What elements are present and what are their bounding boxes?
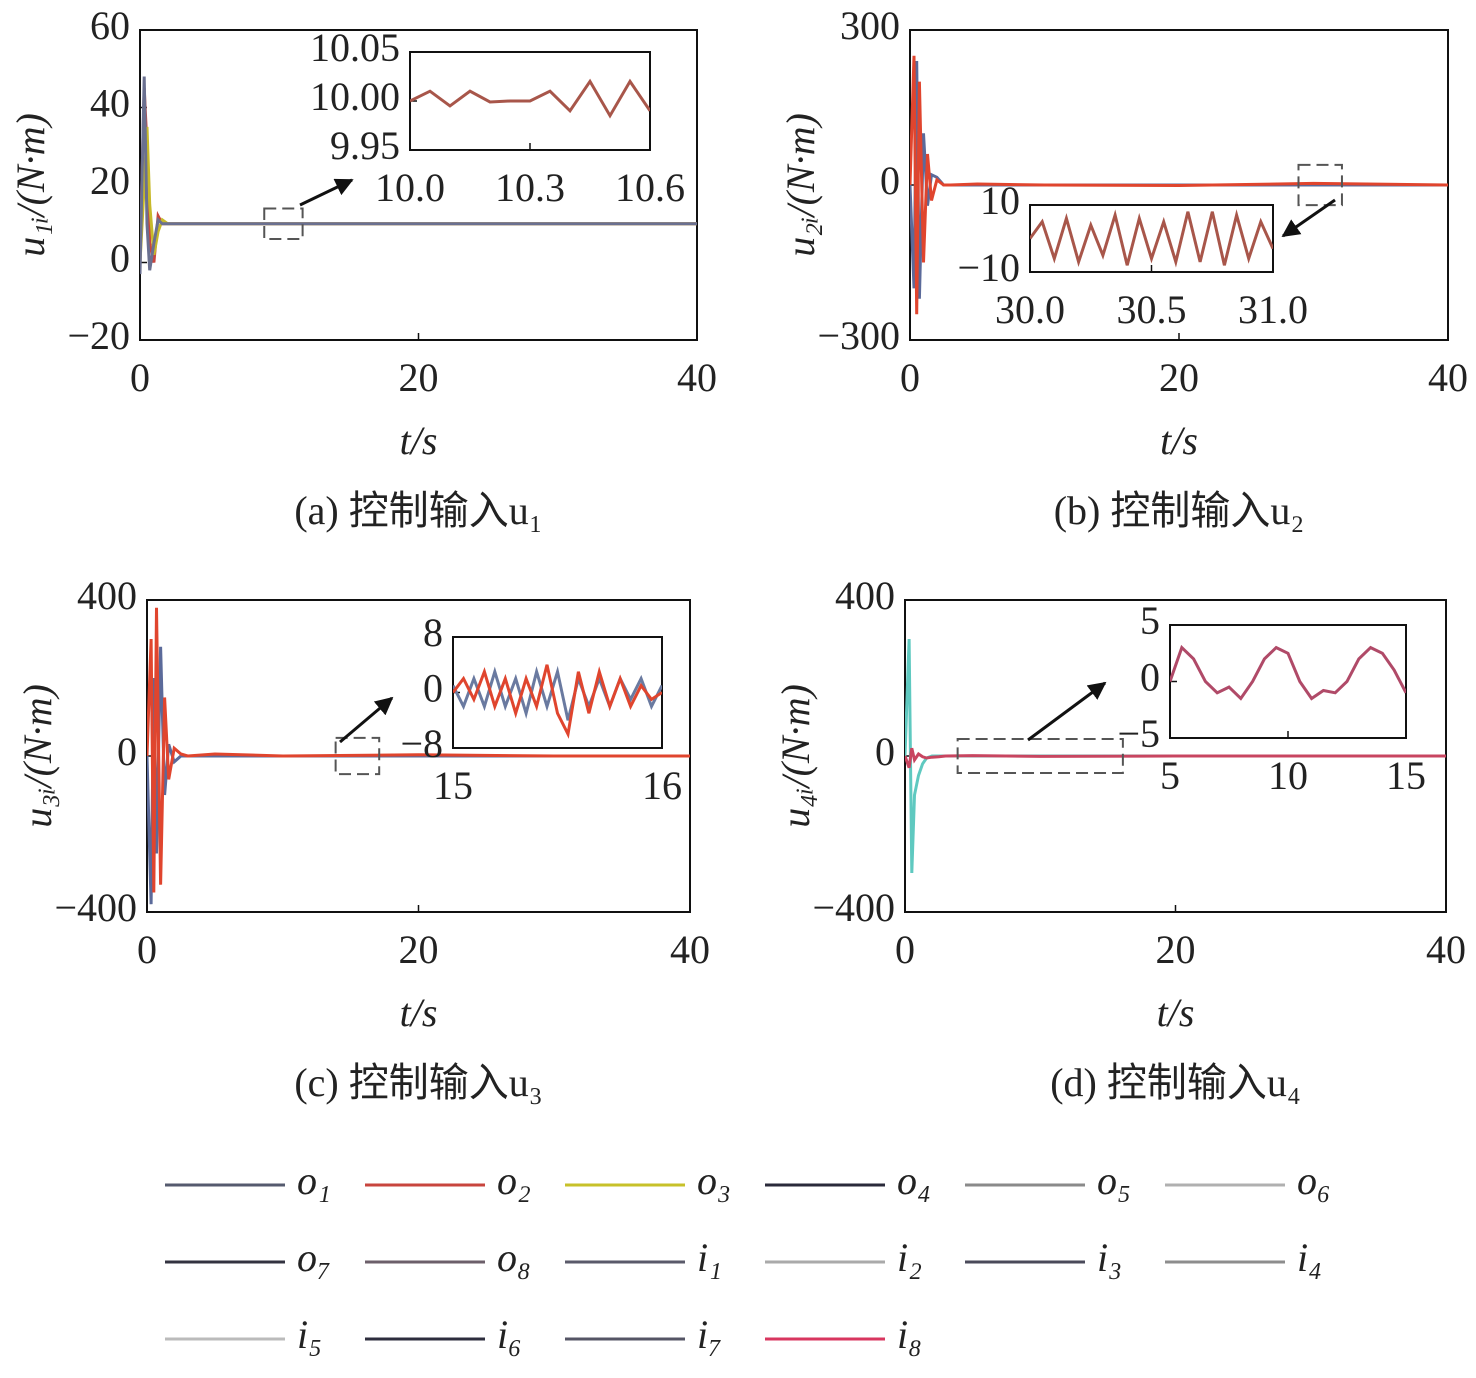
legend-label: o₆ xyxy=(1297,1158,1331,1203)
x-tick-label: 10.0 xyxy=(375,165,445,210)
y-axis-title: u₂ᵢ/(N·m) xyxy=(778,113,823,257)
y-tick-label: −10 xyxy=(957,245,1020,290)
y-tick-label: 0 xyxy=(1140,655,1160,700)
y-tick-label: 400 xyxy=(835,573,895,618)
caption: (b) 控制输入u₂ xyxy=(1054,488,1305,533)
y-tick-label: 300 xyxy=(840,3,900,48)
x-tick-label: 0 xyxy=(130,355,150,400)
x-tick-label: 31.0 xyxy=(1238,287,1308,332)
y-tick-label: 0 xyxy=(117,729,137,774)
y-tick-label: 9.95 xyxy=(330,123,400,168)
x-tick-label: 15 xyxy=(433,763,473,808)
series-line xyxy=(1030,209,1273,268)
legend-label: o₄ xyxy=(897,1158,931,1203)
y-tick-label: 20 xyxy=(90,158,130,203)
y-axis-title: u₁ᵢ/(N·m) xyxy=(8,113,53,257)
legend-label: i₄ xyxy=(1297,1235,1322,1280)
series-line xyxy=(453,665,662,721)
legend-label: o₂ xyxy=(497,1158,531,1203)
x-tick-label: 0 xyxy=(895,927,915,972)
zoom-box xyxy=(334,736,381,776)
x-tick-label: 0 xyxy=(137,927,157,972)
y-tick-label: 0 xyxy=(875,729,895,774)
zoom-arrow xyxy=(1027,681,1107,742)
y-tick-label: −400 xyxy=(812,885,895,930)
legend-label: i₈ xyxy=(897,1312,922,1357)
x-axis-title: t/s xyxy=(400,990,438,1035)
y-tick-label: −400 xyxy=(54,885,137,930)
series-line xyxy=(910,55,1448,315)
x-tick-label: 30.5 xyxy=(1117,287,1187,332)
x-axis-title: t/s xyxy=(400,418,438,463)
legend-label: o₇ xyxy=(297,1235,331,1280)
x-tick-label: 40 xyxy=(1426,927,1466,972)
zoom-arrow xyxy=(1281,198,1336,238)
x-tick-label: 20 xyxy=(1159,355,1199,400)
y-tick-label: 40 xyxy=(90,81,130,126)
x-tick-label: 20 xyxy=(399,927,439,972)
legend-label: i₂ xyxy=(897,1235,922,1280)
legend-label: o₃ xyxy=(697,1158,731,1203)
y-tick-label: 0 xyxy=(880,158,900,203)
series-line xyxy=(1170,644,1406,701)
y-axis-title: u₄ᵢ/(N·m) xyxy=(773,684,818,828)
y-tick-label: −5 xyxy=(1117,711,1160,756)
inset-frame xyxy=(452,636,663,749)
legend-label: i₆ xyxy=(497,1312,522,1357)
series-line xyxy=(905,747,1446,769)
legend-label: i₁ xyxy=(697,1235,722,1280)
zoom-box xyxy=(263,207,304,240)
x-tick-label: 16 xyxy=(642,763,682,808)
zoom-box xyxy=(956,738,1124,774)
legend-label: o₅ xyxy=(1097,1158,1131,1203)
legend-label: o₈ xyxy=(497,1235,531,1280)
y-tick-label: 10 xyxy=(980,178,1020,223)
x-tick-label: 10 xyxy=(1268,753,1308,798)
x-tick-label: 10.3 xyxy=(495,165,565,210)
x-axis-title: t/s xyxy=(1157,990,1195,1035)
caption: (a) 控制输入u₁ xyxy=(294,488,542,533)
y-tick-label: 8 xyxy=(423,610,443,655)
y-tick-label: 60 xyxy=(90,3,130,48)
y-tick-label: 5 xyxy=(1140,598,1160,643)
legend-label: i₇ xyxy=(697,1312,722,1357)
y-tick-label: 0 xyxy=(110,236,130,281)
y-tick-label: 10.00 xyxy=(310,74,400,119)
caption: (c) 控制输入u₃ xyxy=(294,1060,542,1105)
legend-label: i₃ xyxy=(1097,1235,1122,1280)
series-line xyxy=(147,607,690,893)
y-tick-label: 400 xyxy=(77,573,137,618)
y-tick-label: −300 xyxy=(817,313,900,358)
x-tick-label: 30.0 xyxy=(995,287,1065,332)
legend-label: o₁ xyxy=(297,1158,331,1203)
x-tick-label: 10.6 xyxy=(615,165,685,210)
x-tick-label: 20 xyxy=(399,355,439,400)
caption: (d) 控制输入u₄ xyxy=(1050,1060,1301,1105)
x-tick-label: 0 xyxy=(900,355,920,400)
x-tick-label: 5 xyxy=(1160,753,1180,798)
zoom-arrow xyxy=(339,696,394,744)
zoom-arrow xyxy=(299,178,354,207)
series-line xyxy=(140,76,697,275)
x-tick-label: 20 xyxy=(1156,927,1196,972)
x-axis-title: t/s xyxy=(1160,418,1198,463)
y-tick-label: 0 xyxy=(423,666,443,711)
x-tick-label: 40 xyxy=(1428,355,1468,400)
y-tick-label: −20 xyxy=(67,313,130,358)
x-tick-label: 15 xyxy=(1386,753,1426,798)
series-line xyxy=(410,78,650,119)
legend-label: i₅ xyxy=(297,1312,322,1357)
zoom-box xyxy=(1297,163,1343,207)
x-tick-label: 40 xyxy=(677,355,717,400)
series-line xyxy=(453,664,662,739)
y-tick-label: −8 xyxy=(400,721,443,766)
x-tick-label: 40 xyxy=(670,927,710,972)
y-tick-label: 10.05 xyxy=(310,25,400,70)
y-axis-title: u₃ᵢ/(N·m) xyxy=(15,684,60,828)
